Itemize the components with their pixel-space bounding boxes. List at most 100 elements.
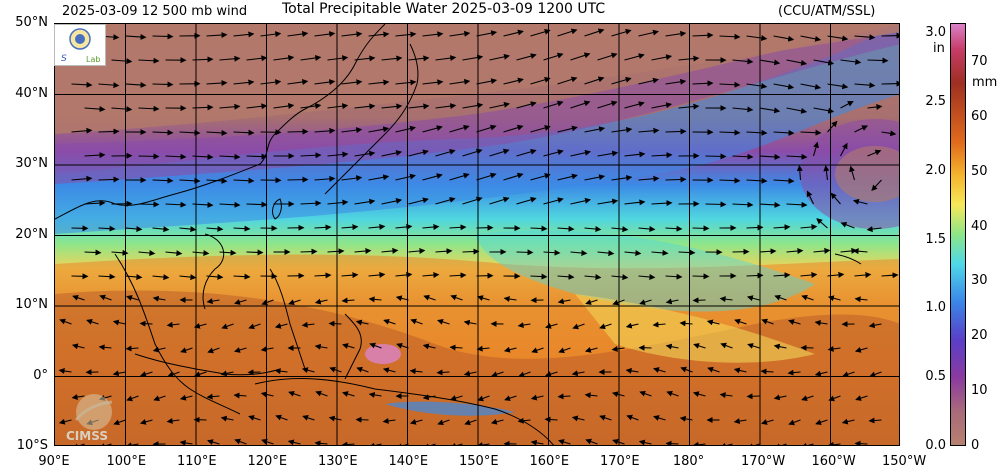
wind-arrow [220,370,234,377]
wind-arrow [408,247,426,254]
wind-arrow [530,125,551,133]
wind-arrow [584,274,602,281]
wind-arrow [246,249,264,256]
wind-arrow [651,102,673,109]
wind-arrow [827,345,841,352]
wind-arrow [597,198,619,205]
wind-arrow [849,165,856,181]
wind-arrow [98,225,116,232]
wind-arrow [287,176,309,183]
wind-arrow [624,199,646,206]
wind-arrow [530,225,548,232]
wind-arrow [206,393,220,400]
wind-arrow [678,249,696,256]
wind-arrow [192,153,214,160]
cimss-logo-icon: CIMSS [66,394,113,443]
wind-arrow [720,342,733,349]
wind-arrow [476,345,490,352]
wind-arrow [382,367,396,374]
wind-arrow [408,103,430,110]
wind-arrow [773,343,787,350]
wind-arrow [246,153,268,160]
wind-arrow [786,201,808,208]
wind-arrow [98,128,120,135]
wind-arrow [584,346,598,353]
wind-arrow [287,439,301,445]
wind-arrow [341,175,363,182]
wind-arrow [828,395,841,402]
wind-arrow [651,200,673,207]
wind-arrow [273,55,295,61]
wind-arrow [71,127,93,134]
lat-label: 30°N [15,156,48,171]
wind-arrow [516,196,537,205]
wind-arrow [868,417,882,424]
wind-arrow [489,53,510,61]
wind-arrow [327,151,349,158]
wind-arrow [503,296,517,302]
wind-arrow [504,395,517,402]
wind-arrow [815,419,828,426]
wind-arrow [611,28,632,37]
wind-arrow [652,321,666,328]
wind-arrow [233,273,251,280]
colorbar-inch-tick: 2.0 [925,162,946,178]
colorbar-inch-tick: 2.5 [925,93,946,109]
wind-arrow [693,343,706,349]
wind-arrow [585,299,598,305]
colorbar-inch-tick: 1.0 [925,300,946,316]
wind-arrow [639,390,652,397]
wind-arrow [395,295,409,302]
wind-arrow [435,248,453,255]
wind-arrow [530,28,551,37]
wind-arrow [341,127,363,134]
wind-arrow [300,200,322,207]
wind-arrow [773,129,795,136]
wind-arrow [842,371,855,378]
wind-arrow [435,196,456,205]
wind-arrow [773,83,795,90]
dry-cyclone-core [835,146,899,202]
wind-arrow [719,392,733,399]
wind-arrow [800,129,822,136]
wind-arrow [747,443,760,445]
wind-arrow [570,249,588,256]
wind-arrow [530,439,544,445]
wind-arrow [476,172,497,181]
wind-arrow [422,79,444,86]
wind-arrow [599,323,612,330]
wind-arrow [233,31,255,38]
wind-arrow [206,32,228,39]
wind-arrow [273,103,295,109]
wind-arrow [59,318,72,325]
wind-arrow [543,149,564,157]
wind-arrow [246,55,268,62]
wind-arrow [341,224,359,231]
wind-arrow [423,294,436,301]
lon-label: 150°W [882,454,927,469]
wind-arrow [786,153,808,160]
wind-arrow [491,371,504,378]
wind-arrow [543,197,564,205]
wind-arrow [206,273,224,280]
wind-arrow [180,347,193,354]
wind-arrow [788,319,801,325]
wind-arrow [530,76,551,85]
wind-arrow [638,77,659,85]
wind-arrow [139,418,153,425]
wind-arrow [382,417,396,424]
wind-arrow [692,273,710,280]
wind-arrow [206,129,228,136]
wind-arrow [665,298,679,305]
wind-arrow [395,125,416,133]
wind-arrow [816,218,828,229]
wind-arrow [814,319,828,326]
wind-arrow [557,273,575,280]
wind-arrow [732,153,754,160]
wind-arrow [830,192,841,205]
wind-arrow [314,175,336,182]
wind-arrow [84,200,106,207]
wind-arrow [395,173,416,181]
svg-text:CIMSS: CIMSS [66,429,108,443]
wind-arrow [746,393,760,400]
